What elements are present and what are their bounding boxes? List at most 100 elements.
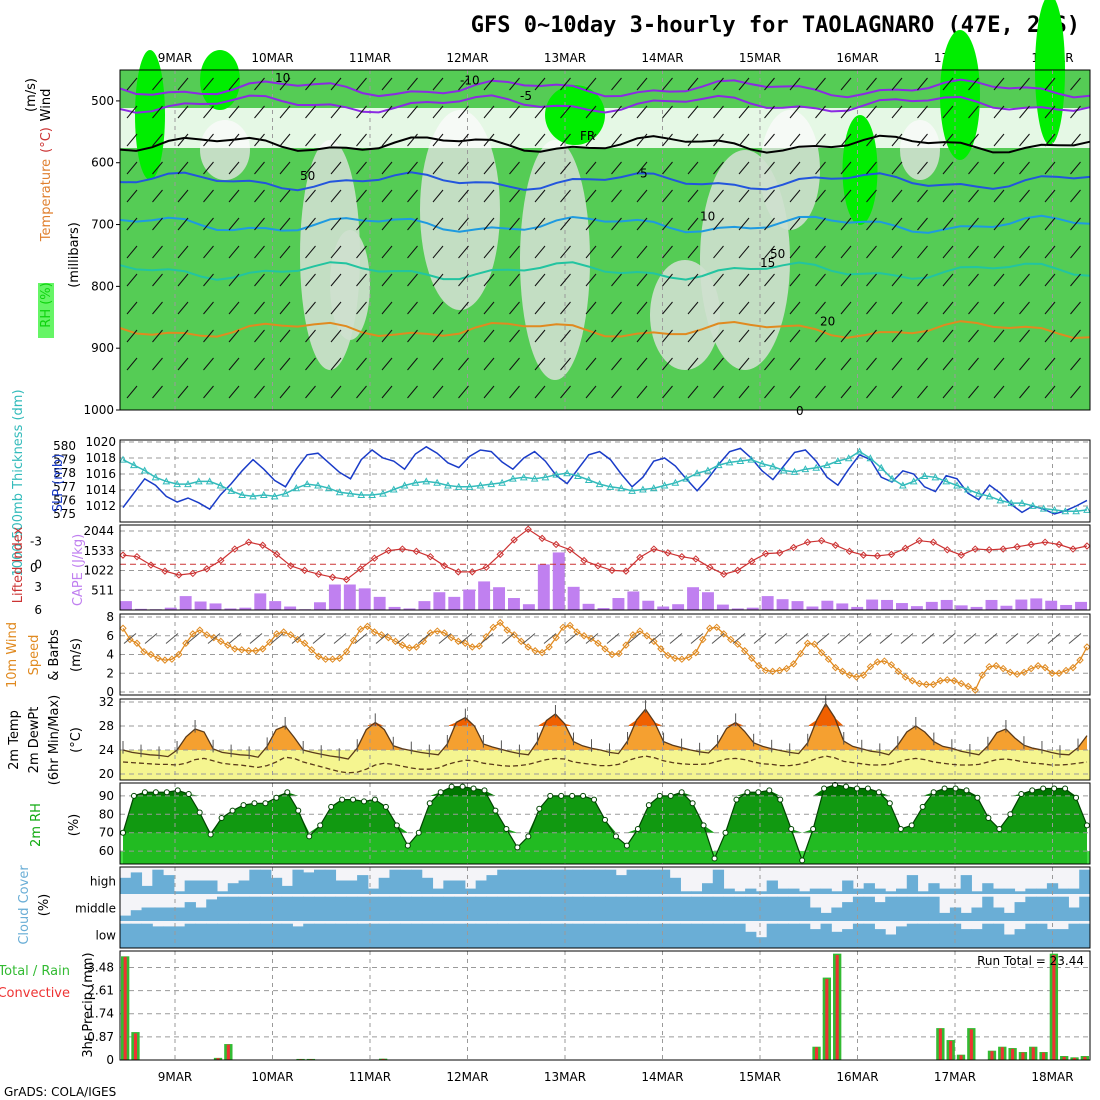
wind-barb — [840, 77, 852, 91]
cloud-bar-high — [594, 869, 606, 894]
cloud-bar-low — [658, 923, 671, 948]
wind-barb — [279, 217, 291, 231]
cloud-bar-low — [249, 923, 261, 948]
cape-bar — [493, 587, 506, 610]
wind-barb — [330, 245, 342, 259]
cloud-bar-low — [454, 923, 466, 948]
wind-barb — [891, 357, 903, 371]
lifted-index-point — [356, 565, 365, 573]
wind-barb — [203, 301, 214, 315]
cloud-bar-middle — [702, 896, 714, 921]
lifted-index-point — [300, 566, 309, 575]
cloud-bar-high — [691, 891, 703, 894]
wind-barb — [1070, 189, 1081, 203]
cloud-bar-middle — [324, 896, 337, 921]
wind-barb — [648, 633, 662, 644]
wind-barb — [921, 633, 935, 644]
cloud-bar-high — [928, 883, 940, 894]
wind-barb — [483, 273, 495, 287]
cloud-bar-low — [475, 923, 487, 948]
wind-barb — [381, 105, 393, 119]
cloud-bar-high — [615, 875, 628, 894]
wind-barb — [356, 329, 367, 343]
lifted-index-point — [594, 562, 602, 570]
cloud-bar-low — [993, 923, 1005, 948]
rh-point — [481, 787, 488, 794]
rh-contour-label: 50 — [770, 247, 785, 261]
wind-barb — [228, 301, 240, 315]
cloud-bar-low — [755, 937, 768, 948]
cloud-bar-middle — [572, 896, 584, 921]
cape-bar — [836, 603, 849, 610]
rh-point — [886, 800, 893, 807]
cloud-bar-high — [939, 888, 951, 894]
wind-barb — [891, 189, 903, 203]
rh-point — [843, 783, 849, 790]
wind-speed-point — [775, 666, 784, 675]
precip-convective-bar — [990, 1051, 994, 1060]
cloud-bar-middle — [949, 907, 962, 921]
wind-barb — [891, 301, 903, 315]
rh-point — [547, 792, 554, 799]
wind-barb — [764, 105, 775, 119]
thickness-point — [964, 485, 972, 493]
wind-barb — [356, 273, 367, 287]
wind-barb — [942, 245, 954, 259]
lifted-index-point — [971, 545, 979, 553]
cloud-bar-low — [357, 923, 369, 948]
rh-point — [218, 814, 225, 821]
cloud-bar-low — [734, 923, 746, 948]
wind-barb — [228, 133, 240, 147]
cloud-bar-low — [443, 923, 455, 948]
temp-tick-label: 28 — [99, 719, 114, 733]
wind-barb — [1070, 273, 1081, 287]
cloud-bar-high — [863, 883, 875, 894]
wind-barb — [968, 77, 979, 91]
rh-point — [623, 842, 630, 849]
wind-barb — [858, 633, 872, 644]
cloud-bar-high — [917, 891, 929, 894]
wind-barb — [789, 217, 801, 231]
cloud-bar-low — [1036, 923, 1048, 948]
wind-barb — [483, 245, 495, 259]
day-label-top: 16MAR — [836, 51, 878, 65]
rh-point — [832, 781, 839, 788]
wind-barb — [432, 105, 444, 119]
wind-barb — [636, 133, 648, 147]
cloud-bar-middle — [540, 896, 552, 921]
wind-barb — [509, 329, 520, 343]
wind-barb — [152, 105, 163, 119]
cloud-bar-low — [960, 929, 972, 948]
wind-barb — [432, 301, 444, 315]
wind-barb — [917, 273, 928, 287]
wind-speed-point — [552, 633, 560, 642]
wind-barb — [279, 133, 291, 147]
wind-barb — [509, 357, 520, 371]
cloud-bar-middle — [206, 899, 218, 921]
wind-speed-point — [845, 671, 854, 679]
wind-barb — [815, 301, 826, 315]
wind-speed-point — [706, 624, 714, 632]
wind-barb — [254, 385, 265, 399]
rh-point — [821, 785, 828, 792]
lifted-index-point — [412, 547, 421, 556]
wind-barb — [636, 161, 648, 175]
cloud-bar-middle — [346, 896, 358, 921]
wind-speed-point — [796, 649, 805, 658]
cloud-bar-low — [583, 923, 595, 948]
wind-barb — [738, 133, 750, 147]
cloud-bar-low — [227, 923, 240, 948]
cloud-bar-low — [896, 926, 908, 948]
cloud-bar-middle — [1057, 896, 1069, 921]
cloud-bar-high — [896, 888, 908, 894]
wind-barb — [993, 77, 1005, 91]
thickness-point — [909, 477, 918, 485]
day-label-bottom: 14MAR — [641, 1070, 683, 1084]
lifted-index-point — [440, 562, 449, 570]
wind-barb — [840, 161, 852, 175]
lifted-index-point — [873, 552, 882, 560]
wind-barb — [891, 329, 903, 343]
wind-barb — [381, 273, 393, 287]
lifted-index-point — [706, 563, 714, 572]
cloud-bar-low — [292, 926, 304, 948]
